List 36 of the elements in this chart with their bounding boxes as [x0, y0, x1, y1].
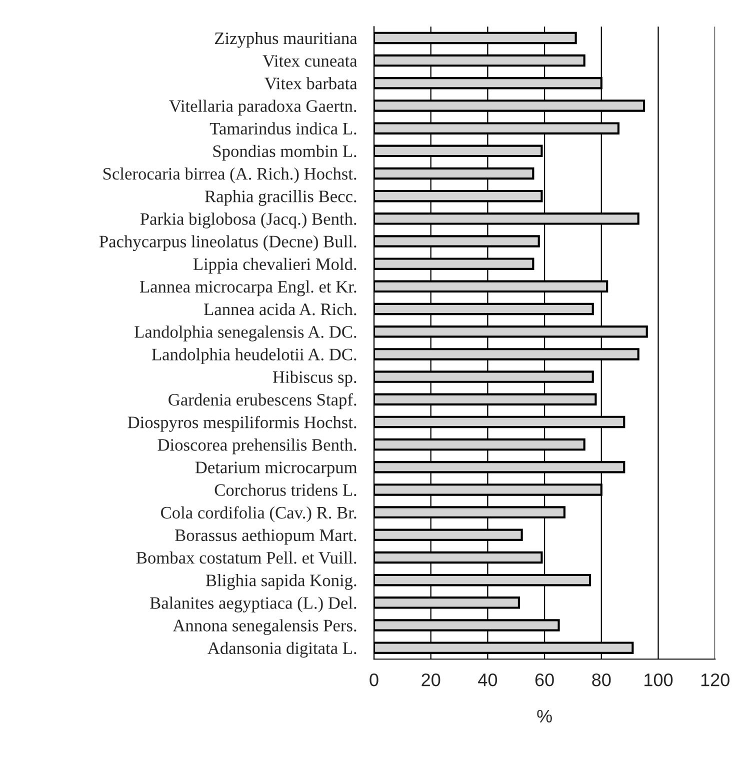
- y-tick-label: Adansonia digitata L.: [208, 642, 356, 658]
- x-tick-label: 60: [535, 673, 554, 686]
- y-tick-label: Cola cordifolia (Cav.) R. Br.: [161, 506, 356, 522]
- x-tick-label: 0: [370, 673, 378, 686]
- y-tick-label: Landolphia heudelotii A. DC.: [152, 348, 356, 364]
- y-tick-label: Lannea acida A. Rich.: [204, 302, 356, 316]
- y-tick-label: Gardenia erubescens Stapf.: [168, 393, 356, 410]
- y-tick-label: Diospyros mespiliformis Hochst.: [128, 416, 356, 432]
- y-tick-label: Bombax costatum Pell. et Vuill.: [136, 551, 356, 564]
- y-tick-label: Parkia biglobosa (Jacq.) Benth.: [140, 212, 356, 228]
- y-tick-label: Landolphia senegalensis A. DC.: [134, 326, 356, 342]
- y-tick-label: Vitellaria paradoxa Gaertn.: [169, 100, 356, 116]
- y-tick-label: Balanites aegyptiaca (L.) Del.: [150, 596, 356, 612]
- y-tick-label: Hibiscus sp.: [272, 370, 356, 387]
- y-tick-label: Sclerocaria birrea (A. Rich.) Hochst.: [103, 167, 356, 184]
- y-tick-label: Lippia chevalieri Mold.: [193, 258, 356, 274]
- y-tick-label: Tamarindus indica L.: [210, 122, 356, 135]
- y-tick-label: Lannea microcarpa Engl. et Kr.: [140, 280, 356, 296]
- y-tick-label: Annona senegalensis Pers.: [172, 619, 356, 636]
- y-tick-label: Spondias mombin L.: [213, 144, 356, 161]
- y-tick-label: Blighia sapida Konig.: [206, 574, 356, 590]
- y-tick-label: Raphia gracillis Becc.: [205, 190, 356, 206]
- x-tick-label: 80: [592, 673, 611, 686]
- x-tick-label: 100: [644, 673, 673, 686]
- y-tick-label: Vitex barbata: [264, 77, 358, 90]
- x-tick-label: 20: [422, 673, 440, 686]
- y-tick-label: Dioscorea prehensilis Benth.: [158, 438, 356, 454]
- y-tick-label: Zizyphus mauritiana: [214, 32, 358, 48]
- x-axis-title: %: [537, 710, 552, 722]
- y-tick-label: Corchorus tridens L.: [214, 484, 356, 496]
- x-tick-label: 40: [478, 673, 498, 686]
- y-tick-label: Borassus aethiopum Mart.: [175, 528, 356, 545]
- y-tick-label: Pachycarpus lineolatus (Decne) Bull.: [99, 235, 356, 252]
- y-tick-label: Detarium microcarpum: [195, 462, 358, 477]
- y-tick-label: Vitex cuneata: [262, 55, 358, 67]
- x-tick-label: 120: [701, 673, 730, 686]
